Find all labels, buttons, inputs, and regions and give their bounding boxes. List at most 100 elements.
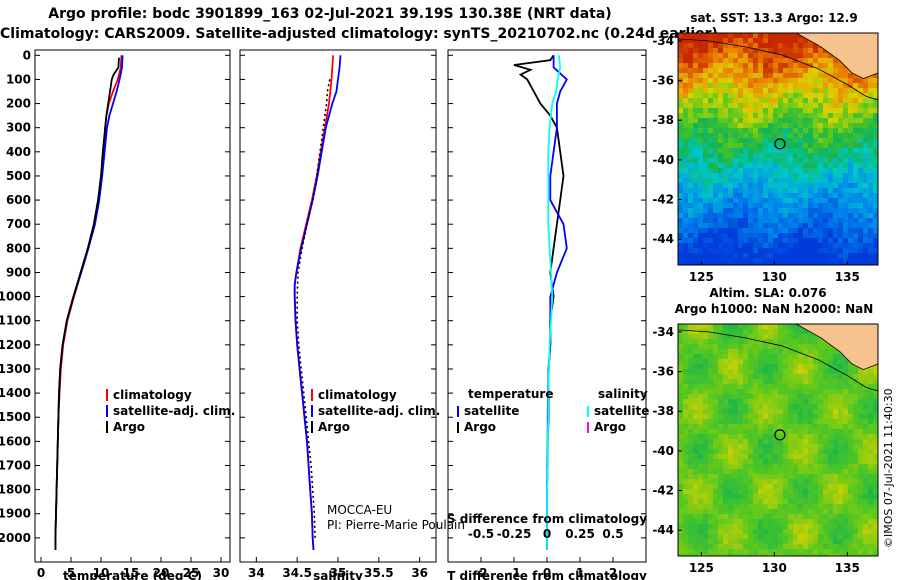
sla-map-cell	[873, 534, 878, 540]
sst-map-cell	[728, 143, 734, 149]
salinity-panel-x-tick-label: 34	[248, 566, 265, 580]
sla-map-cell	[783, 429, 789, 435]
sla-map-cell	[738, 399, 744, 405]
sst-map-cell	[858, 248, 864, 254]
sla-map-cell	[783, 399, 789, 405]
sst-map-cell	[793, 253, 799, 259]
sst-map-cell	[788, 163, 794, 169]
sla-map-cell	[813, 499, 819, 505]
sla-map-cell	[778, 329, 784, 335]
sst-map-cell	[788, 98, 794, 104]
sla-map-cell	[788, 509, 794, 515]
sst-map-cell	[843, 178, 849, 184]
sst-map-cell	[713, 258, 719, 264]
sst-map-cell	[758, 108, 764, 114]
sla-map-cell	[713, 539, 719, 545]
sst-map-cell	[753, 133, 759, 139]
sla-map-cell	[868, 519, 874, 525]
sst-map-cell	[833, 248, 839, 254]
sst-map-cell	[828, 238, 834, 244]
sla-map-cell	[843, 414, 849, 420]
sst-map-cell	[678, 48, 684, 54]
sst-map-cell	[723, 143, 729, 149]
sla-map-cell	[798, 459, 804, 465]
sla-map-cell	[778, 439, 784, 445]
sst-map-cell	[688, 213, 694, 219]
sla-map-cell	[763, 359, 769, 365]
sst-map-cell	[728, 183, 734, 189]
sst-map-cell	[688, 263, 694, 265]
sst-map-cell	[683, 93, 689, 99]
sst-map-cell	[758, 123, 764, 129]
sst-map-cell	[718, 238, 724, 244]
sst-map-cell	[803, 218, 809, 224]
sst-map-cell	[728, 113, 734, 119]
sst-map-cell	[808, 123, 814, 129]
sst-map-cell	[838, 213, 844, 219]
sla-map-cell	[803, 549, 809, 555]
sla-map-cell	[713, 364, 719, 370]
sst-map-cell	[828, 113, 834, 119]
sla-map-cell	[678, 434, 684, 440]
sla-map-cell	[818, 479, 824, 485]
sla-map-cell	[733, 384, 739, 390]
sst-map-cell	[853, 98, 859, 104]
sla-map-cell	[828, 434, 834, 440]
sla-map-cell	[708, 504, 714, 510]
sst-map-cell	[748, 138, 754, 144]
sla-map-cell	[788, 499, 794, 505]
sla-map-cell	[743, 364, 749, 370]
sst-map-cell	[803, 168, 809, 174]
sst-map-cell	[858, 243, 864, 249]
sla-map-x-tick-label: 130	[762, 561, 787, 575]
sst-map-cell	[693, 73, 699, 79]
sla-map-cell	[728, 554, 734, 556]
sst-map-cell	[683, 48, 689, 54]
sst-map-cell	[708, 33, 714, 39]
sla-map-x-tick-label: 125	[689, 561, 714, 575]
sst-map-cell	[838, 163, 844, 169]
sla-map-cell	[738, 444, 744, 450]
sst-map-cell	[763, 58, 769, 64]
temperature-panel-x-axis-label: temperature (deg C)	[63, 569, 202, 580]
sla-map-cell	[838, 399, 844, 405]
sla-map-cell	[713, 514, 719, 520]
sla-map-cell	[808, 449, 814, 455]
sla-map-cell	[723, 374, 729, 380]
sst-map-cell	[738, 58, 744, 64]
sla-map-cell	[873, 454, 878, 460]
sla-map-cell	[758, 379, 764, 385]
sla-map-land	[794, 324, 878, 371]
sla-map-cell	[743, 524, 749, 530]
sla-map-cell	[868, 434, 874, 440]
sla-map-cell	[838, 439, 844, 445]
sla-map-cell	[783, 509, 789, 515]
sst-map-cell	[693, 163, 699, 169]
sst-map-cell	[743, 88, 749, 94]
sst-map-cell	[768, 193, 774, 199]
sst-map-cell	[813, 263, 819, 265]
sla-map-cell	[738, 539, 744, 545]
sst-map-cell	[718, 103, 724, 109]
sla-map-cell	[738, 354, 744, 360]
sla-map-cell	[808, 489, 814, 495]
sst-map-cell	[743, 233, 749, 239]
sst-map-cell	[738, 243, 744, 249]
sla-map-cell	[698, 384, 704, 390]
sst-map-cell	[763, 198, 769, 204]
sla-map-cell	[753, 374, 759, 380]
sla-map-cell	[763, 519, 769, 525]
sla-map-cell	[803, 419, 809, 425]
sst-map-cell	[693, 248, 699, 254]
sst-map-cell	[843, 128, 849, 134]
sst-map-cell	[783, 113, 789, 119]
sla-map-cell	[768, 394, 774, 400]
sla-map-cell	[773, 504, 779, 510]
sla-map-cell	[848, 419, 854, 425]
sla-map-cell	[813, 339, 819, 345]
sst-map-cell	[683, 168, 689, 174]
sla-map-cell	[703, 474, 709, 480]
sst-map-cell	[698, 193, 704, 199]
sst-map-cell	[838, 63, 844, 69]
sst-map-cell	[793, 258, 799, 264]
